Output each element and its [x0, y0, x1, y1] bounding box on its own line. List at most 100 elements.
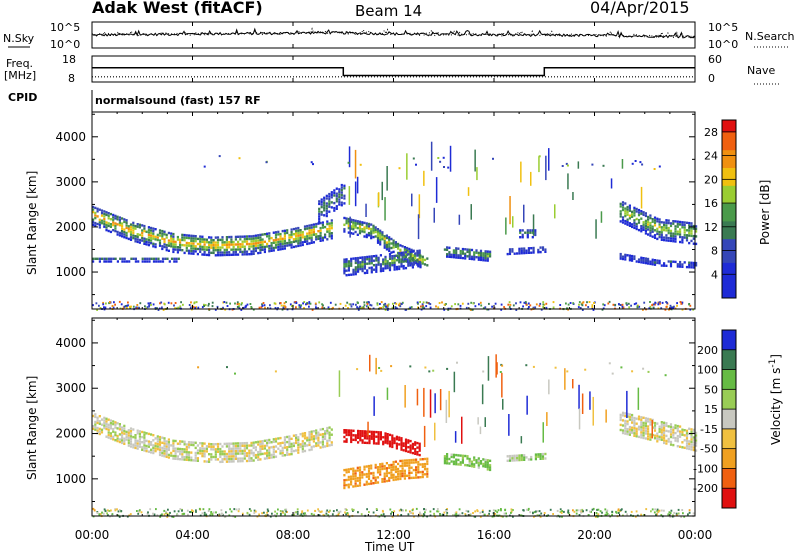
echo-cell [138, 233, 141, 237]
echo-cell [489, 468, 492, 472]
echo-cell [196, 459, 199, 462]
echo-cell [426, 257, 429, 260]
echo-cell [415, 259, 418, 262]
echo-streak [365, 203, 367, 217]
echo-cell [365, 224, 368, 227]
echo-cell [136, 439, 139, 443]
echo-cell [281, 245, 284, 248]
echo-cell [411, 447, 414, 450]
echo-cell [683, 261, 686, 264]
near-range-speckle [461, 302, 464, 305]
echo-cell [370, 430, 373, 434]
near-range-speckle [246, 303, 249, 306]
echo-cell [324, 445, 327, 448]
echo-cell [148, 257, 151, 260]
echo-cell [181, 243, 184, 247]
echo-cell [112, 420, 115, 423]
echo-cell [390, 471, 393, 474]
echo-cell [179, 243, 182, 247]
echo-cell [404, 438, 408, 441]
echo-cell [192, 239, 195, 243]
echo-cell [161, 451, 164, 455]
echo-cell [303, 432, 307, 435]
echo-cell [134, 436, 137, 439]
near-range-speckle [357, 511, 359, 514]
near-range-speckle [630, 514, 632, 517]
echo-cell [350, 429, 353, 432]
echo-cell [268, 244, 271, 248]
echo-cell [107, 222, 110, 225]
echo-cell [628, 207, 631, 210]
echo-cell [419, 470, 422, 474]
echo-cell [395, 268, 398, 271]
echo-cell [248, 253, 251, 256]
echo-cell [257, 244, 260, 247]
near-range-speckle [593, 302, 595, 304]
near-range-speckle [378, 515, 381, 518]
echo-cell [357, 429, 360, 433]
echo-cell [112, 422, 115, 426]
near-range-speckle [107, 509, 109, 512]
echo-cell [690, 229, 693, 233]
echo-cell [352, 268, 355, 272]
echo-cell [125, 236, 128, 240]
echo-cell [631, 225, 634, 229]
near-range-speckle [192, 510, 195, 513]
power-colorbar-label: Power [dB] [758, 180, 772, 245]
echo-cell [226, 366, 228, 369]
near-range-speckle [425, 301, 428, 304]
near-range-speckle [187, 513, 189, 516]
echo-cell [165, 445, 168, 448]
near-range-speckle [318, 514, 321, 517]
echo-cell [521, 229, 524, 232]
echo-cell [644, 259, 647, 262]
echo-cell [477, 457, 480, 460]
echo-cell [123, 230, 126, 234]
near-range-speckle [104, 306, 107, 309]
echo-cell [415, 163, 417, 166]
echo-cell [635, 222, 638, 226]
y-tick-label: 4000 [55, 336, 86, 350]
echo-cell [352, 429, 355, 432]
echo-cell [651, 258, 654, 261]
echo-cell [386, 442, 389, 445]
echo-cell [239, 245, 242, 249]
echo-streak [554, 204, 556, 219]
echo-cell [393, 254, 396, 258]
echo-cell [234, 452, 237, 455]
near-range-speckle [215, 511, 217, 514]
echo-cell [372, 442, 376, 445]
near-range-speckle [581, 508, 584, 511]
echo-cell [402, 260, 405, 263]
echo-cell [141, 224, 144, 227]
echo-cell [303, 235, 307, 238]
echo-cell [681, 223, 684, 226]
echo-cell [421, 463, 424, 466]
echo-cell [221, 241, 224, 244]
echo-cell [252, 234, 255, 238]
echo-cell [268, 438, 271, 442]
echo-cell [516, 252, 519, 255]
echo-cell [443, 166, 445, 168]
echo-cell [660, 228, 663, 231]
near-range-speckle [472, 302, 475, 305]
near-range-speckle [410, 511, 412, 514]
echo-cell [234, 455, 237, 458]
echo-cell [185, 458, 188, 461]
near-range-speckle [300, 513, 303, 516]
echo-cell [356, 469, 359, 472]
echo-cell [685, 442, 689, 445]
echo-cell [143, 242, 146, 245]
colorbar-segment [722, 137, 736, 142]
echo-cell [486, 250, 489, 253]
echo-cell [667, 236, 670, 240]
echo-cell [121, 235, 124, 238]
echo-cell [330, 224, 333, 227]
echo-cell [239, 460, 242, 463]
near-range-speckle [188, 304, 191, 306]
echo-cell [317, 439, 320, 442]
echo-cell [315, 238, 318, 241]
echo-cell [470, 255, 474, 258]
near-range-speckle [617, 508, 620, 511]
near-range-speckle [528, 306, 530, 308]
